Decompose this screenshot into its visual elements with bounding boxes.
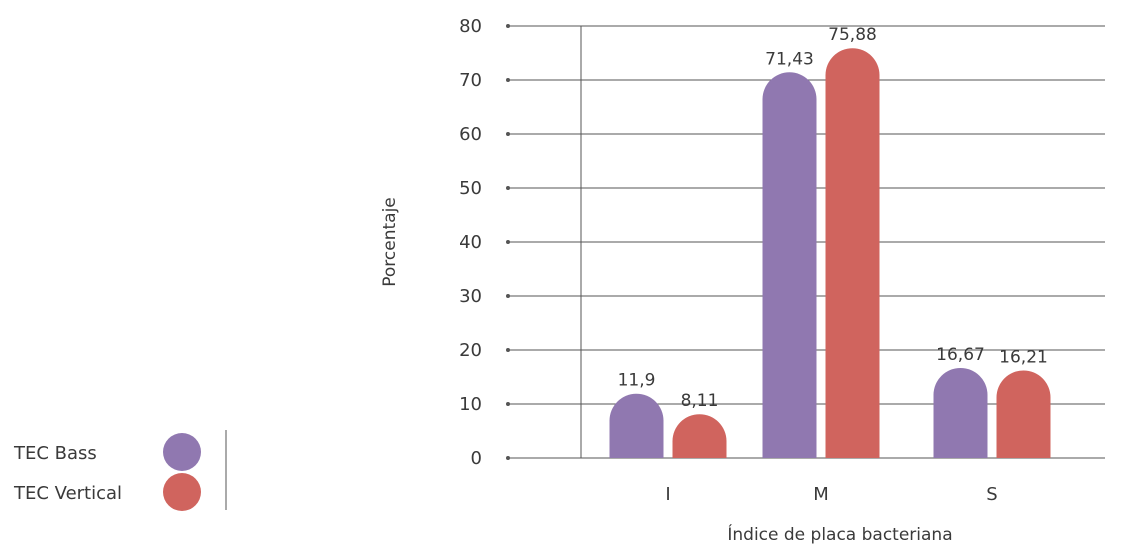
x-tick-label: I bbox=[665, 484, 670, 505]
y-tick-label: 70 bbox=[459, 70, 482, 91]
y-tick-label: 0 bbox=[471, 448, 482, 469]
y-tick-mark bbox=[506, 402, 510, 406]
bar-m-tec-bass bbox=[762, 72, 817, 458]
y-tick-label: 60 bbox=[459, 124, 482, 145]
bar-m-tec-vertical bbox=[825, 48, 880, 459]
bar-s-tec-bass bbox=[933, 367, 988, 458]
y-tick-mark bbox=[506, 456, 510, 460]
y-tick-mark bbox=[506, 24, 510, 28]
bars bbox=[609, 48, 1051, 459]
data-label: 16,67 bbox=[936, 345, 985, 365]
data-label: 71,43 bbox=[765, 49, 814, 69]
legend: TEC Bass TEC Vertical bbox=[13, 430, 227, 511]
y-tick-mark bbox=[506, 132, 510, 136]
legend-label-tec-bass: TEC Bass bbox=[13, 443, 97, 464]
y-tick-label: 30 bbox=[459, 286, 482, 307]
y-tick-label: 20 bbox=[459, 340, 482, 361]
legend-swatch-tec-vertical bbox=[163, 473, 201, 511]
x-axis-title: Índice de placa bacteriana bbox=[727, 523, 952, 545]
y-axis-title: Porcentaje bbox=[380, 197, 400, 287]
bar-i-tec-bass bbox=[609, 393, 664, 458]
x-tick-label: M bbox=[813, 484, 829, 505]
y-tick-label: 40 bbox=[459, 232, 482, 253]
y-tick-label: 80 bbox=[459, 16, 482, 37]
data-labels: 11,9 8,11 71,43 75,88 16,67 16,21 bbox=[618, 25, 1048, 411]
y-axis-ticks: 0 10 20 30 40 50 60 70 80 bbox=[459, 16, 510, 469]
data-label: 75,88 bbox=[828, 25, 877, 45]
y-tick-mark bbox=[506, 294, 510, 298]
legend-swatch-tec-bass bbox=[163, 433, 201, 471]
bar-i-tec-vertical bbox=[672, 414, 727, 458]
data-label: 8,11 bbox=[681, 391, 719, 411]
data-label: 11,9 bbox=[618, 371, 656, 391]
y-tick-label: 10 bbox=[459, 394, 482, 415]
legend-label-tec-vertical: TEC Vertical bbox=[13, 483, 122, 504]
bar-s-tec-vertical bbox=[996, 370, 1051, 458]
y-tick-mark bbox=[506, 78, 510, 82]
y-tick-label: 50 bbox=[459, 178, 482, 199]
data-label: 16,21 bbox=[999, 347, 1048, 367]
x-tick-label: S bbox=[986, 484, 997, 505]
y-tick-mark bbox=[506, 186, 510, 190]
y-tick-mark bbox=[506, 240, 510, 244]
y-tick-mark bbox=[506, 348, 510, 352]
